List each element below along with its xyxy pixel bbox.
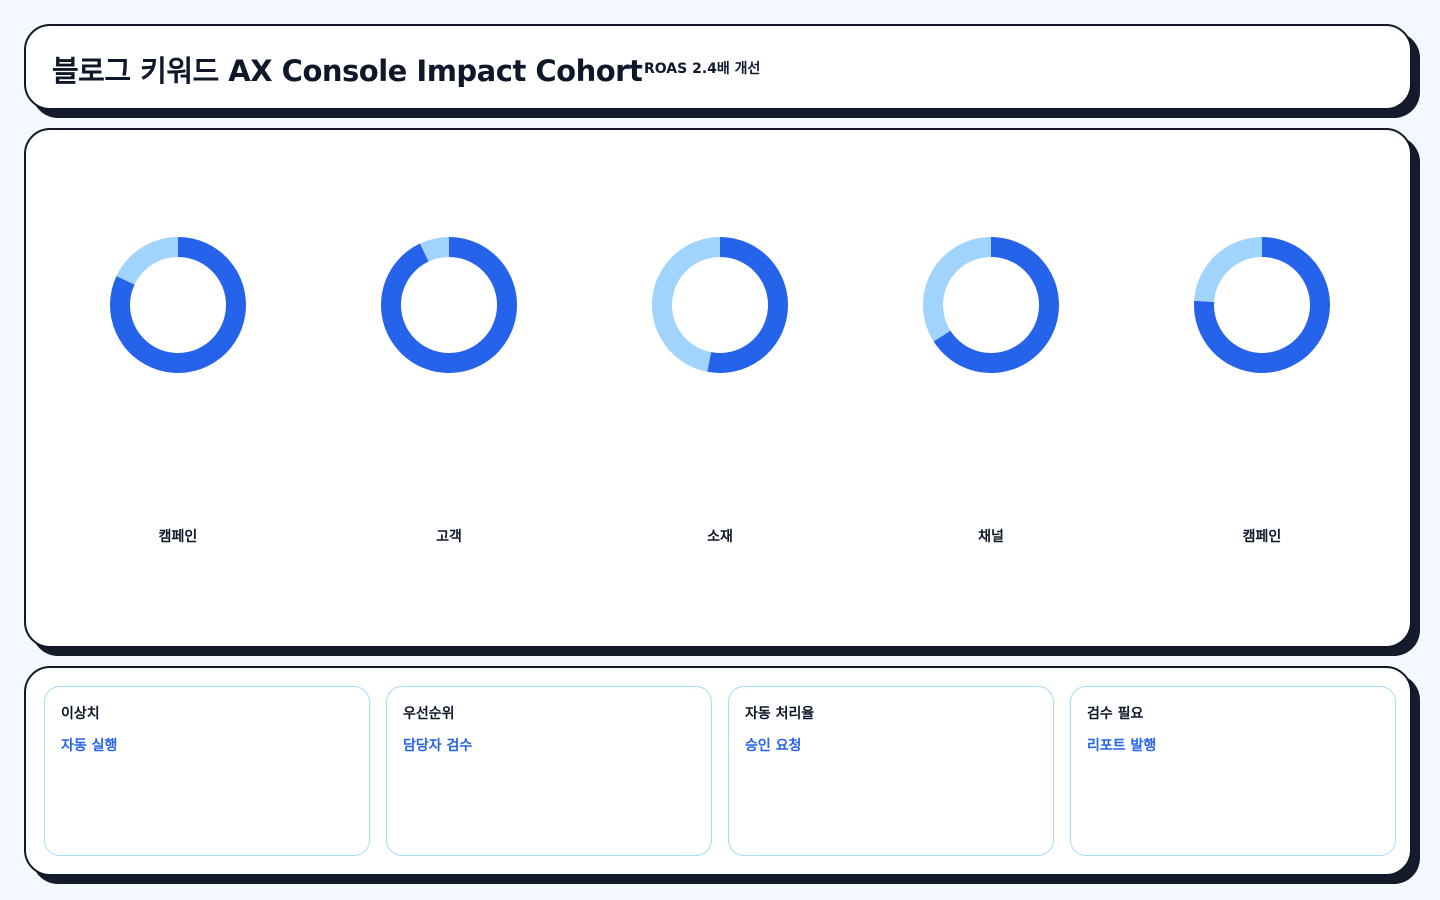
card-value: 자동 실행 [61, 738, 118, 754]
badge: ROAS 2.4배 개선 [644, 61, 761, 77]
donut-label: 캠페인 [159, 528, 198, 545]
donut-label: 소재 [707, 529, 733, 545]
card-value: 승인 요청 [745, 738, 802, 754]
donut-slice [1194, 237, 1262, 302]
donut-slice [922, 237, 991, 342]
donut-slice [933, 237, 1059, 374]
donut-label: 고객 [436, 528, 462, 545]
donut-slice [652, 237, 720, 372]
charts-panel [24, 128, 1412, 648]
donut-slice [707, 237, 788, 373]
donut-slice [109, 237, 246, 373]
card-label: 검수 필요 [1087, 706, 1144, 722]
donut-label: 채널 [978, 529, 1004, 545]
donut-slice [420, 237, 449, 262]
card-value: 리포트 발행 [1087, 738, 1157, 754]
donut-slice [1194, 237, 1330, 373]
page-title: 블로그 키워드 AX Console Impact Cohort [52, 54, 643, 88]
donut-label: 캠페인 [1243, 528, 1282, 545]
donut-slice [381, 237, 517, 374]
header-panel: 블로그 키워드 AX Console Impact Cohort ROAS 2.… [24, 24, 1412, 110]
card-label: 우선순위 [403, 706, 455, 722]
card-label: 이상치 [61, 706, 100, 722]
donut-slice [116, 236, 178, 285]
card-value: 담당자 검수 [403, 738, 473, 754]
card-label: 자동 처리율 [745, 706, 815, 722]
cards-panel: 이상치 자동 실행 우선순위 담당자 검수 자동 처리율 승인 요청 검수 필요 리포트 발행 [24, 666, 1412, 876]
